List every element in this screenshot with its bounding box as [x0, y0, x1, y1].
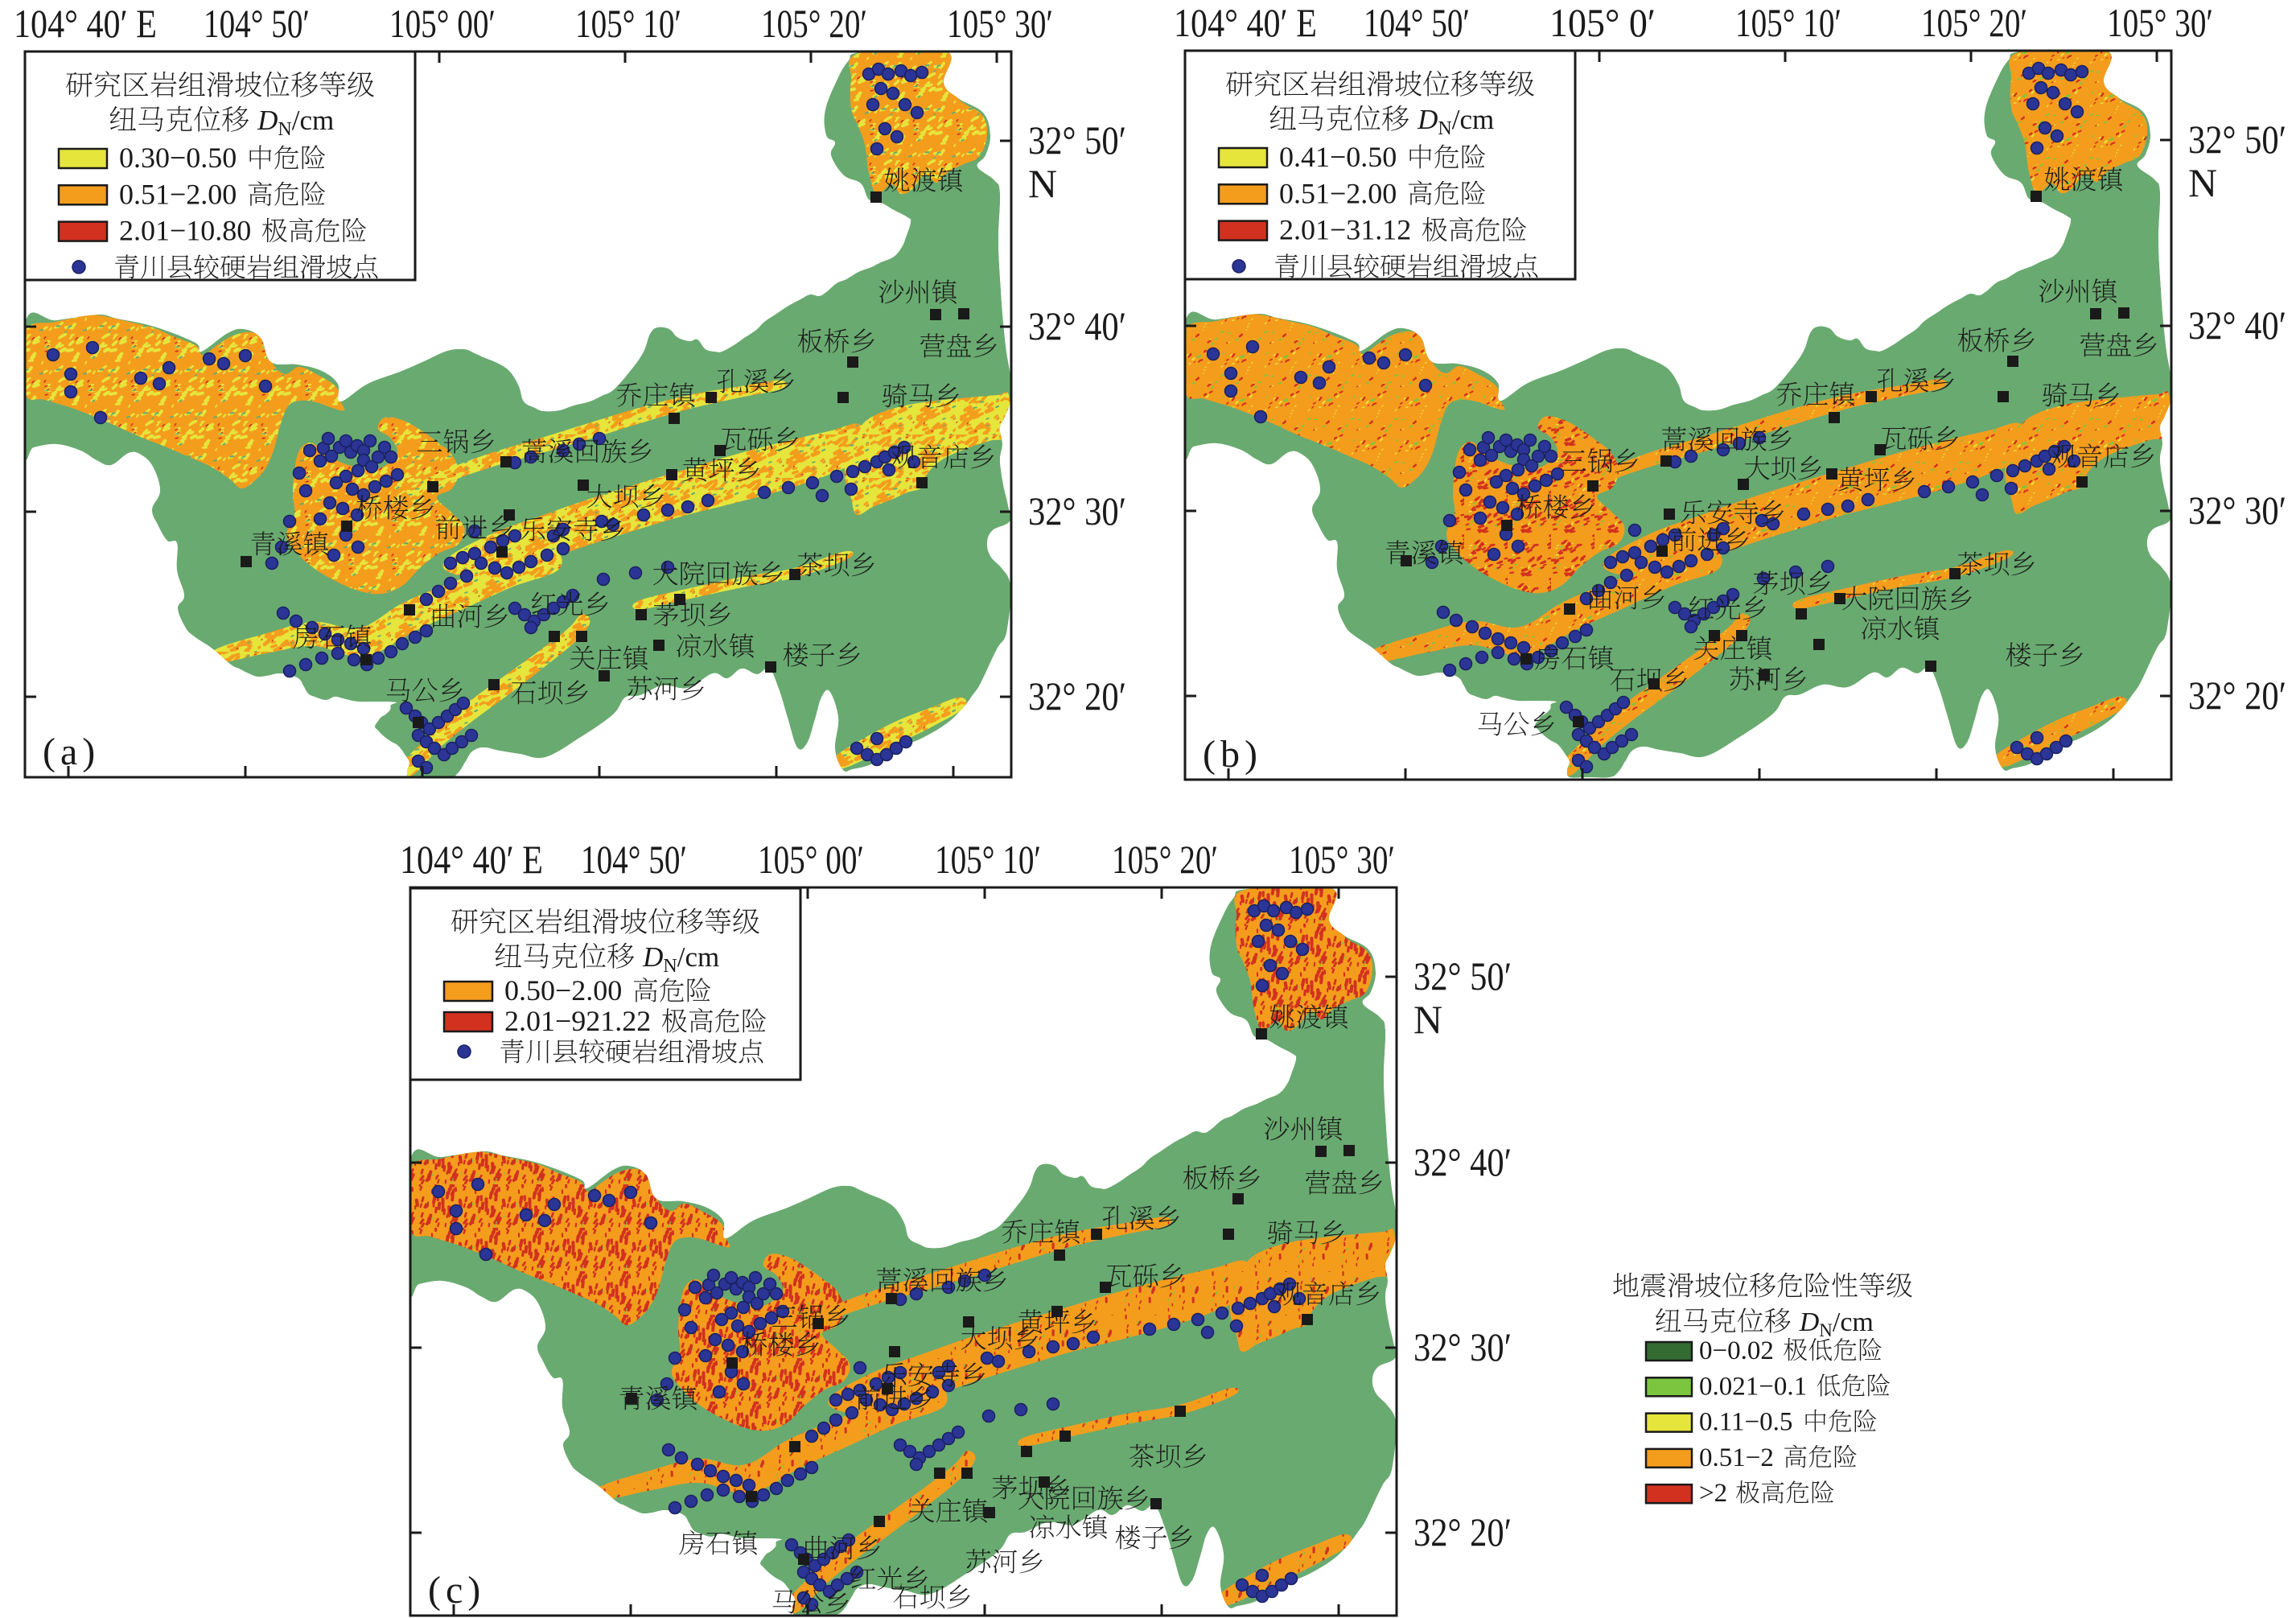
svg-text:105° 10′: 105° 10′	[1735, 0, 1841, 45]
svg-text:32° 20′: 32° 20′	[1413, 1509, 1512, 1554]
svg-text:DN/cm: DN/cm	[642, 941, 719, 977]
svg-text:105° 20′: 105° 20′	[1921, 0, 2027, 45]
svg-text:N: N	[2188, 160, 2217, 205]
svg-text:>2: >2	[1699, 1479, 1727, 1508]
svg-text:0.30−0.50: 0.30−0.50	[119, 142, 237, 174]
svg-text:0.021−0.1: 0.021−0.1	[1699, 1372, 1807, 1401]
svg-text:105° 30′: 105° 30′	[1289, 837, 1395, 882]
svg-text:32° 20′: 32° 20′	[2188, 673, 2286, 718]
svg-text:32° 50′: 32° 50′	[2188, 117, 2286, 162]
svg-text:105° 20′: 105° 20′	[761, 1, 867, 46]
svg-text:2.01−921.22: 2.01−921.22	[504, 1005, 651, 1037]
svg-text:2.01−31.12: 2.01−31.12	[1279, 214, 1411, 246]
svg-text:104° 50′: 104° 50′	[1364, 0, 1470, 45]
svg-text:104° 50′: 104° 50′	[204, 1, 310, 46]
svg-text:105° 00′: 105° 00′	[758, 837, 864, 882]
svg-text:(a): (a)	[43, 731, 100, 773]
svg-text:DN/cm: DN/cm	[1799, 1307, 1874, 1340]
svg-text:105° 30′: 105° 30′	[947, 1, 1053, 46]
svg-text:0−0.02: 0−0.02	[1699, 1336, 1774, 1365]
svg-text:0.11−0.5: 0.11−0.5	[1699, 1408, 1792, 1437]
svg-text:2.01−10.80: 2.01−10.80	[119, 215, 251, 247]
svg-text:0.50−2.00: 0.50−2.00	[504, 974, 622, 1007]
svg-text:32° 30′: 32° 30′	[1028, 488, 1126, 533]
svg-text:32° 30′: 32° 30′	[1413, 1324, 1512, 1369]
svg-text:105° 10′: 105° 10′	[935, 837, 1041, 882]
svg-text:DN/cm: DN/cm	[257, 105, 334, 140]
svg-text:105° 0′: 105° 0′	[1549, 0, 1656, 45]
svg-text:32° 40′: 32° 40′	[1413, 1139, 1512, 1184]
svg-text:105° 30′: 105° 30′	[2107, 0, 2213, 45]
svg-text:DN/cm: DN/cm	[1417, 104, 1494, 139]
svg-text:32° 50′: 32° 50′	[1413, 953, 1512, 998]
svg-text:104° 40′ E: 104° 40′ E	[14, 1, 157, 46]
svg-text:N: N	[1028, 161, 1057, 206]
svg-text:(b): (b)	[1203, 733, 1262, 776]
svg-text:N: N	[1413, 997, 1442, 1042]
svg-text:32° 40′: 32° 40′	[1028, 303, 1126, 348]
svg-text:0.51−2.00: 0.51−2.00	[1279, 177, 1397, 209]
svg-text:104° 40′ E: 104° 40′ E	[1174, 0, 1317, 45]
svg-text:105° 00′: 105° 00′	[389, 1, 496, 46]
svg-text:105° 10′: 105° 10′	[575, 1, 681, 46]
svg-text:0.41−0.50: 0.41−0.50	[1279, 141, 1397, 173]
svg-text:32° 50′: 32° 50′	[1028, 117, 1126, 163]
svg-text:32° 20′: 32° 20′	[1028, 673, 1126, 718]
svg-text:(c): (c)	[428, 1569, 485, 1612]
svg-text:104° 50′: 104° 50′	[581, 837, 687, 882]
svg-text:32° 40′: 32° 40′	[2188, 303, 2286, 348]
svg-text:105° 20′: 105° 20′	[1112, 837, 1218, 882]
svg-text:32° 30′: 32° 30′	[2188, 488, 2286, 533]
svg-text:0.51−2.00: 0.51−2.00	[119, 178, 237, 210]
svg-text:0.51−2: 0.51−2	[1699, 1443, 1774, 1472]
svg-text:104° 40′ E: 104° 40′ E	[400, 837, 543, 882]
